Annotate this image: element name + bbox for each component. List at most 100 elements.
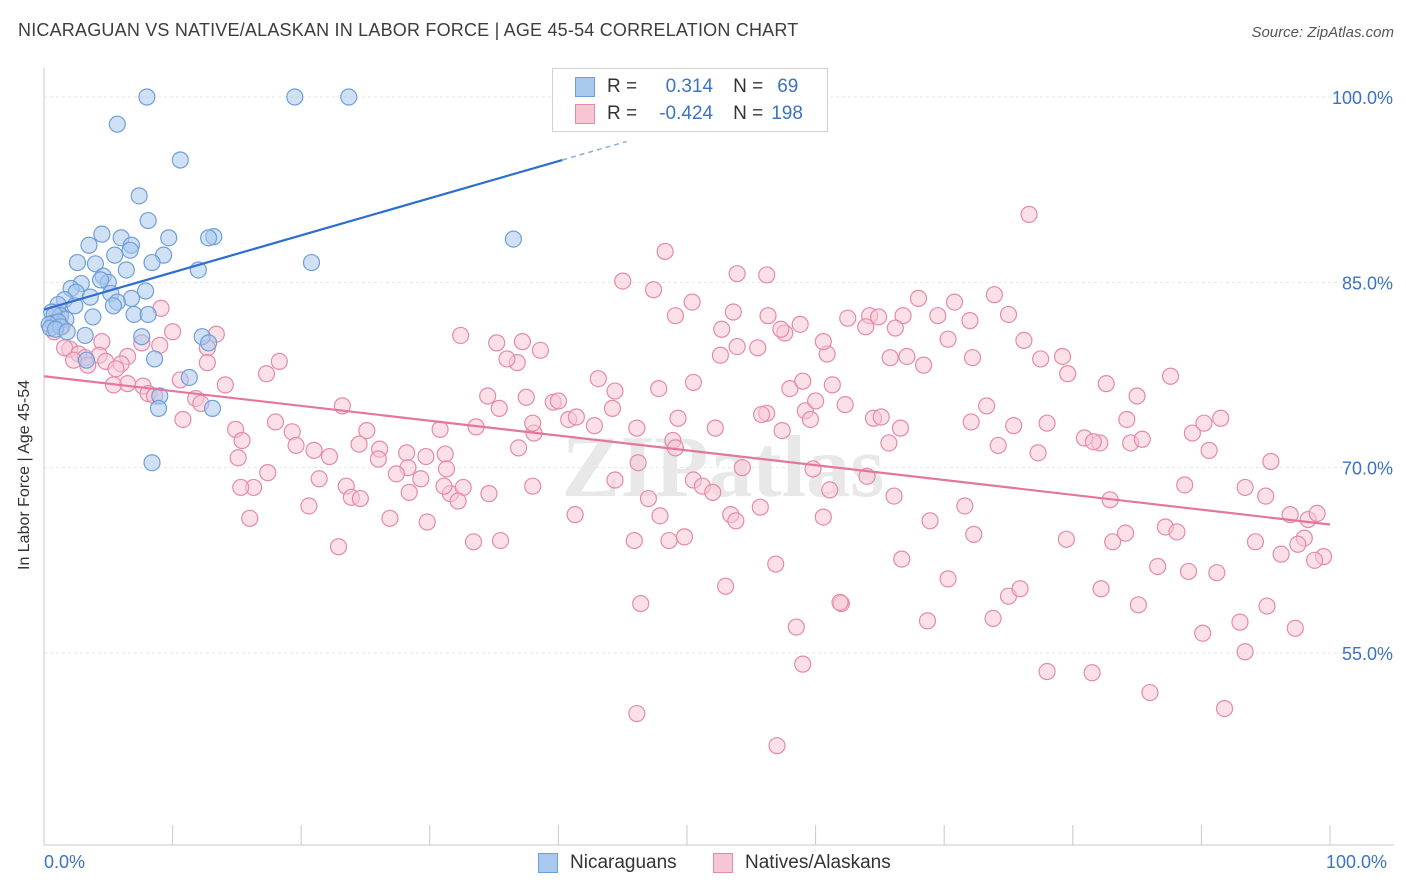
point-natives <box>479 387 497 405</box>
point-nicaraguans <box>84 308 102 326</box>
point-natives <box>773 422 791 440</box>
point-natives <box>794 372 812 390</box>
point-natives <box>880 434 898 452</box>
point-natives <box>452 326 470 345</box>
point-natives <box>329 538 348 556</box>
point-natives <box>836 396 854 414</box>
point-natives <box>585 417 604 435</box>
point-natives <box>1208 564 1226 582</box>
point-natives <box>891 419 910 437</box>
point-natives <box>711 346 730 364</box>
point-natives <box>1038 662 1056 681</box>
point-natives <box>1236 643 1254 661</box>
legend-swatch-pink <box>713 853 733 873</box>
point-natives <box>1272 545 1290 563</box>
point-natives <box>412 470 430 488</box>
point-natives <box>418 513 436 531</box>
point-nicaraguans <box>68 253 87 272</box>
point-natives <box>480 485 498 503</box>
point-natives <box>606 471 624 489</box>
point-natives <box>921 512 939 530</box>
point-nicaraguans <box>104 297 123 315</box>
point-natives <box>1029 444 1047 462</box>
point-natives <box>984 609 1002 628</box>
y-tick-label: 55.0% <box>1342 644 1393 664</box>
legend-item-nicaraguans[interactable]: Nicaraguans <box>538 852 677 874</box>
point-natives <box>894 307 912 325</box>
point-natives <box>961 312 979 330</box>
point-natives <box>758 266 776 284</box>
point-natives <box>1084 433 1102 451</box>
x-tick-label-max: 100.0% <box>1326 852 1388 872</box>
point-natives <box>509 439 528 457</box>
legend-swatch-blue <box>575 77 595 97</box>
point-natives <box>909 289 928 307</box>
legend-item-natives[interactable]: Natives/Alaskans <box>713 852 891 874</box>
point-natives <box>1092 580 1110 598</box>
point-nicaraguans <box>145 350 164 368</box>
point-nicaraguans <box>136 282 155 300</box>
point-natives <box>1083 664 1101 682</box>
point-natives <box>1118 410 1136 429</box>
point-natives <box>491 531 510 550</box>
point-natives <box>233 431 251 450</box>
point-natives <box>1116 524 1135 542</box>
point-natives <box>464 533 483 551</box>
point-nicaraguans <box>77 351 96 369</box>
point-natives <box>1179 562 1198 581</box>
point-natives <box>727 512 745 530</box>
point-natives <box>929 307 947 325</box>
point-natives <box>683 293 701 311</box>
point-nicaraguans <box>108 115 126 133</box>
point-natives <box>893 550 911 568</box>
point-natives <box>1011 580 1029 598</box>
point-natives <box>1194 624 1212 642</box>
point-nicaraguans <box>80 236 98 254</box>
point-natives <box>650 379 668 398</box>
point-natives <box>1236 478 1254 497</box>
point-natives <box>351 489 369 508</box>
point-natives <box>1005 417 1023 435</box>
legend-stats: R = 0.314 N = 69 R = -0.424 N = 198 <box>552 68 828 132</box>
point-natives <box>1015 331 1033 350</box>
point-natives <box>823 376 841 394</box>
point-natives <box>806 392 825 410</box>
point-natives <box>1176 476 1194 494</box>
point-nicaraguans <box>203 399 222 417</box>
point-natives <box>978 397 996 415</box>
point-natives <box>999 305 1018 324</box>
point-natives <box>814 508 832 526</box>
point-natives <box>1104 533 1122 551</box>
point-nicaraguans <box>138 88 156 106</box>
point-natives <box>1262 452 1280 471</box>
point-natives <box>898 347 916 366</box>
point-natives <box>684 373 703 392</box>
legend-n-value: 198 <box>771 103 803 124</box>
point-natives <box>781 379 799 398</box>
point-natives <box>435 477 453 495</box>
point-nicaraguans <box>117 261 135 279</box>
point-natives <box>287 436 305 455</box>
point-natives <box>174 410 192 429</box>
point-nicaraguans <box>58 323 76 341</box>
legend-r-label: R = <box>607 103 638 124</box>
point-natives <box>1053 347 1072 366</box>
point-natives <box>989 436 1007 455</box>
point-natives <box>436 445 454 463</box>
point-natives <box>229 449 247 467</box>
point-natives <box>644 281 663 299</box>
legend-swatch-blue <box>538 853 558 873</box>
series-nicaraguans <box>40 88 522 472</box>
point-natives <box>787 618 805 636</box>
point-natives <box>962 413 980 431</box>
point-natives <box>963 349 982 367</box>
legend-r-label: R = <box>607 76 638 97</box>
legend-n-label: N = <box>733 103 764 124</box>
point-nicaraguans <box>139 211 157 230</box>
point-nicaraguans <box>143 454 161 472</box>
point-natives <box>749 339 767 357</box>
point-natives <box>488 334 506 352</box>
point-natives <box>266 413 285 431</box>
point-natives <box>606 382 624 400</box>
point-natives <box>164 323 182 341</box>
